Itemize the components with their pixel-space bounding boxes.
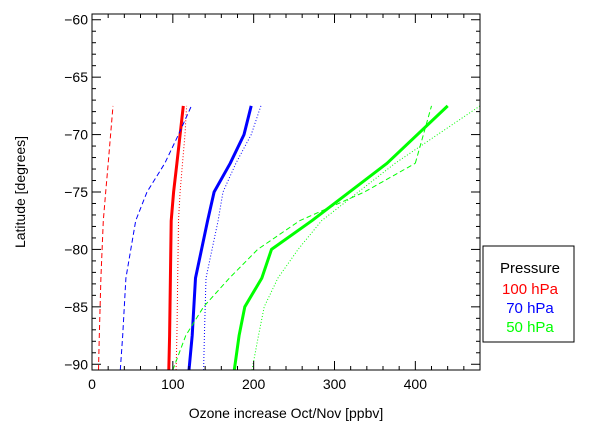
series-line-70hpa-dotted-5 [203,105,262,371]
series-line-50hpa-solid-6 [232,104,449,371]
series-line-100hpa-solid-0 [167,105,185,371]
y-tick-label: −65 [64,69,88,85]
legend: Pressure 100 hPa 70 hPa 50 hPa [482,245,575,343]
series-line-50hpa-dashed-9 [414,105,432,164]
legend-entry-100hpa: 100 hPa [502,281,559,298]
x-tick-label: 300 [323,376,347,392]
x-tick-label: 0 [88,376,96,392]
y-tick-label: −90 [64,356,88,372]
x-axis-label: Ozone increase Oct/Nov [ppbv] [189,405,384,421]
series-line-70hpa-solid-3 [187,105,253,371]
series-layer [98,104,481,371]
legend-entry-50hpa: 50 hPa [506,319,554,336]
legend-entry-70hpa: 70 hPa [506,300,554,317]
tick-layer: 0 100 200 300 400 −60 −65 −70 −75 −80 −85 −90 [64,12,480,392]
y-tick-label: −75 [64,184,88,200]
x-tick-label: 400 [404,376,428,392]
series-line-50hpa-dotted-8 [251,105,481,371]
y-tick-label: −80 [64,241,88,257]
series-line-70hpa-dashed-4 [119,105,192,371]
y-tick-label: −85 [64,299,88,315]
x-tick-label: 100 [161,376,185,392]
series-line-50hpa-dashed-7 [172,162,416,371]
y-tick-label: −70 [64,127,88,143]
y-tick-label: −60 [64,12,88,28]
y-axis-label: Latitude [degrees] [12,136,28,248]
x-tick-label: 200 [242,376,266,392]
legend-title: Pressure [500,260,560,277]
series-line-100hpa-dashed-1 [98,105,114,371]
legend-box [482,245,575,343]
